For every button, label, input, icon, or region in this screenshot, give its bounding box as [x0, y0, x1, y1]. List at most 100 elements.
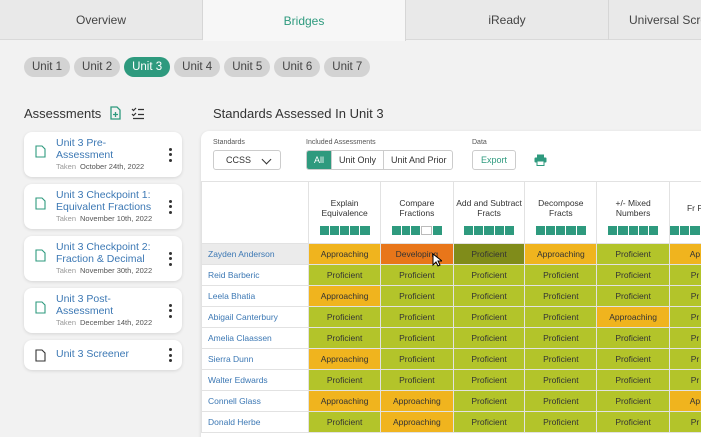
student-name[interactable]: Leela Bhatia — [200, 285, 310, 307]
more-options-icon[interactable] — [168, 147, 172, 162]
score-cell[interactable]: Proficient — [379, 264, 454, 286]
student-name[interactable]: Walter Edwards — [200, 369, 310, 391]
score-cell[interactable]: Proficient — [379, 327, 454, 349]
score-cell[interactable]: Proficient — [452, 390, 526, 412]
score-cell[interactable]: Proficient — [308, 264, 381, 286]
export-button[interactable]: Export — [472, 150, 516, 170]
student-name[interactable]: Zayden Anderson — [200, 243, 310, 265]
score-cell[interactable]: Proficient — [452, 411, 526, 433]
standard-header[interactable]: Add and Subtract Fracts — [452, 181, 526, 244]
score-cell[interactable]: Proficient — [308, 306, 381, 328]
score-cell[interactable]: Proficient — [452, 264, 526, 286]
assessment-card[interactable]: Unit 3 Checkpoint 1: Equivalent Fraction… — [24, 184, 182, 229]
standard-header[interactable]: Decompose Fracts — [524, 181, 598, 244]
unit-pill-4[interactable]: Unit 4 — [174, 57, 221, 77]
score-cell[interactable]: Approaching — [308, 285, 381, 307]
score-cell[interactable]: Proficient — [596, 369, 670, 391]
more-options-icon[interactable] — [168, 348, 172, 362]
unit-pill-1[interactable]: Unit 1 — [24, 57, 71, 77]
score-cell[interactable]: Proficient — [524, 264, 598, 286]
score-cell[interactable]: Proficient — [596, 348, 670, 370]
table-row: Connell Glass Approaching Approaching Profi… — [200, 390, 701, 412]
toggle-all[interactable]: All — [307, 151, 333, 169]
standards-select[interactable]: CCSS — [213, 150, 281, 170]
score-cell[interactable]: Approaching — [596, 306, 670, 328]
toggle-unit-and-prior[interactable]: Unit And Prior — [391, 155, 447, 165]
unit-pill-7[interactable]: Unit 7 — [324, 57, 371, 77]
score-cell[interactable]: Proficient — [596, 243, 670, 265]
unit-pill-5[interactable]: Unit 5 — [224, 57, 271, 77]
student-name[interactable]: Donald Herbe — [200, 411, 310, 433]
tab-bridges[interactable]: Bridges — [203, 0, 406, 41]
score-cell[interactable]: Pr — [668, 306, 701, 328]
score-cell[interactable]: Pr — [668, 369, 701, 391]
score-cell[interactable]: Proficient — [308, 327, 381, 349]
add-document-icon[interactable] — [108, 106, 122, 120]
score-cell[interactable]: Pr — [668, 285, 701, 307]
more-options-icon[interactable] — [168, 251, 172, 266]
more-options-icon[interactable] — [168, 199, 172, 214]
score-cell[interactable]: Proficient — [524, 306, 598, 328]
score-cell[interactable]: Pr — [668, 348, 701, 370]
score-cell[interactable]: Ap — [668, 390, 701, 412]
score-cell[interactable]: Proficient — [596, 264, 670, 286]
tab-overview[interactable]: Overview — [0, 0, 203, 40]
score-cell[interactable]: Approaching — [524, 243, 598, 265]
score-cell[interactable]: Proficient — [452, 243, 526, 265]
score-cell[interactable]: Proficient — [596, 285, 670, 307]
tab-iready[interactable]: iReady — [406, 0, 609, 40]
score-cell[interactable]: Approaching — [308, 348, 381, 370]
score-cell[interactable]: Approaching — [308, 390, 381, 412]
checklist-icon[interactable] — [131, 106, 145, 120]
score-cell[interactable]: Approaching — [379, 390, 454, 412]
unit-pill-3[interactable]: Unit 3 — [124, 57, 171, 77]
score-cell[interactable]: Proficient — [308, 411, 381, 433]
score-cell[interactable]: Proficient — [379, 348, 454, 370]
score-cell[interactable]: Proficient — [308, 369, 381, 391]
assessment-card[interactable]: Unit 3 Screener — [24, 340, 182, 370]
student-name[interactable]: Reid Barberic — [200, 264, 310, 286]
toggle-unit-only[interactable]: Unit Only — [332, 151, 385, 169]
unit-pill-2[interactable]: Unit 2 — [74, 57, 121, 77]
unit-pill-6[interactable]: Unit 6 — [274, 57, 321, 77]
score-cell[interactable]: Proficient — [524, 348, 598, 370]
score-cell[interactable]: Proficient — [524, 327, 598, 349]
score-cell[interactable]: Approaching — [379, 411, 454, 433]
standard-header[interactable]: Compare Fractions — [379, 181, 454, 244]
tab-universal-screener[interactable]: Universal Screen — [629, 13, 701, 27]
assessment-card[interactable]: Unit 3 Pre-Assessment Taken October 24th,… — [24, 132, 182, 177]
score-cell[interactable]: Pr — [668, 327, 701, 349]
score-cell[interactable]: Approaching — [308, 243, 381, 265]
score-cell[interactable]: Proficient — [452, 306, 526, 328]
score-cell[interactable]: Proficient — [596, 411, 670, 433]
score-cell[interactable]: Ap — [668, 243, 701, 265]
score-cell[interactable]: Proficient — [524, 369, 598, 391]
assessment-card[interactable]: Unit 3 Checkpoint 2: Fraction & Decimal … — [24, 236, 182, 281]
score-cell[interactable]: Proficient — [524, 285, 598, 307]
score-cell[interactable]: Proficient — [596, 327, 670, 349]
assessment-card[interactable]: Unit 3 Post-Assessment Taken December 14t… — [24, 288, 182, 333]
score-cell[interactable]: Proficient — [379, 369, 454, 391]
more-options-icon[interactable] — [168, 303, 172, 318]
standard-header[interactable]: Fr P — [668, 181, 701, 244]
score-cell[interactable]: Proficient — [452, 285, 526, 307]
student-name[interactable]: Amelia Claassen — [200, 327, 310, 349]
student-name[interactable]: Abigail Canterbury — [200, 306, 310, 328]
score-cell[interactable]: Proficient — [452, 348, 526, 370]
score-cell[interactable]: Proficient — [524, 390, 598, 412]
score-cell[interactable]: Pr — [668, 411, 701, 433]
standard-header[interactable]: +/- Mixed Numbers — [596, 181, 670, 244]
score-cell[interactable]: Proficient — [524, 411, 598, 433]
score-cell[interactable]: Proficient — [379, 306, 454, 328]
score-cell[interactable]: Developing — [379, 243, 454, 265]
student-name[interactable]: Connell Glass — [200, 390, 310, 412]
score-cell[interactable]: Pr — [668, 264, 701, 286]
score-cell[interactable]: Proficient — [452, 327, 526, 349]
score-cell[interactable]: Proficient — [596, 390, 670, 412]
score-cell[interactable]: Proficient — [452, 369, 526, 391]
standard-header[interactable]: Explain Equivalence — [308, 181, 381, 244]
student-name[interactable]: Sierra Dunn — [200, 348, 310, 370]
print-icon[interactable] — [534, 154, 547, 166]
score-cell[interactable]: Proficient — [379, 285, 454, 307]
taken-label: Taken — [56, 162, 77, 171]
